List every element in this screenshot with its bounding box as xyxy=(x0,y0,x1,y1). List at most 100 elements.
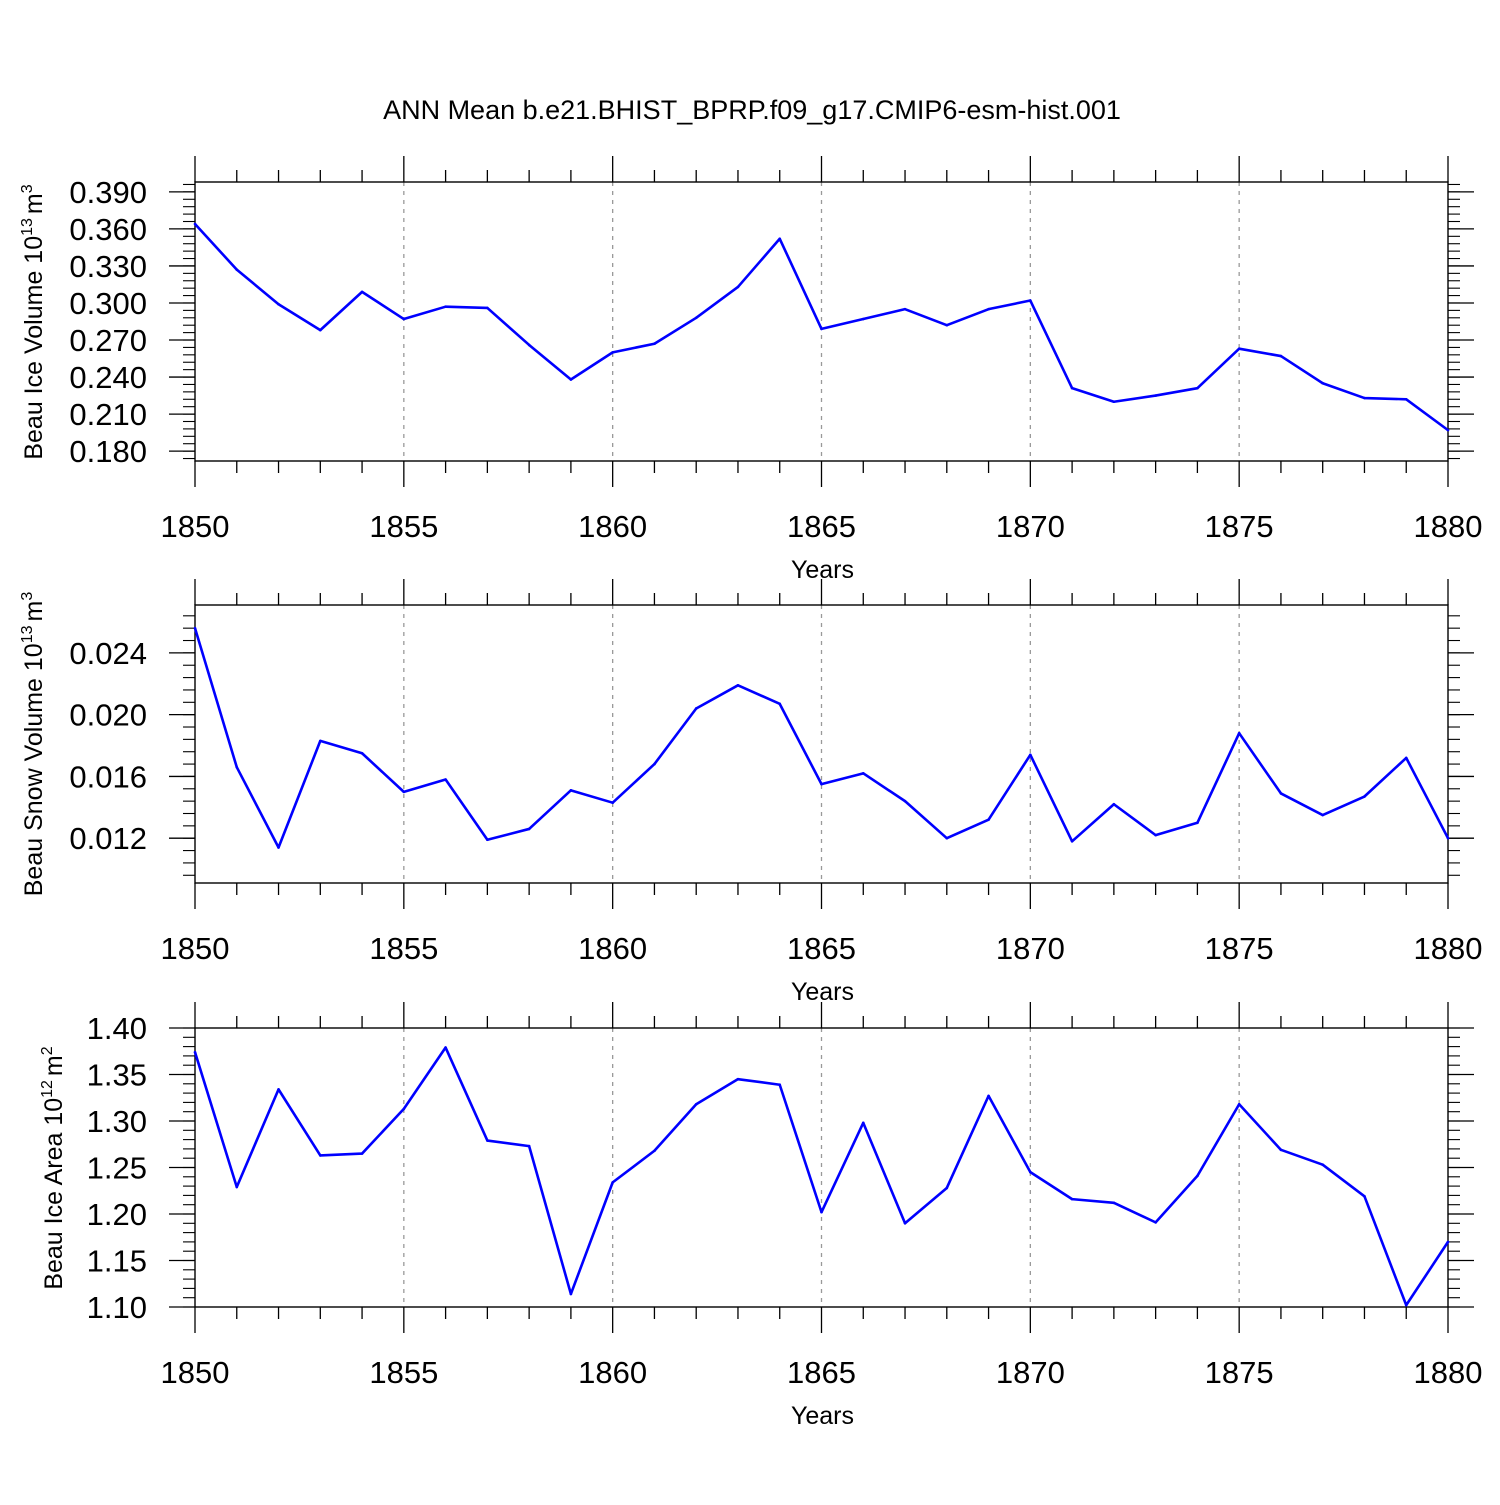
data-point xyxy=(987,307,990,311)
data-point xyxy=(277,302,280,306)
data-point xyxy=(611,1181,614,1184)
y-axis-title-ylabel: Beau Ice Volume 10 xyxy=(20,236,48,460)
x-tick-label: 1850 xyxy=(161,509,230,544)
data-point xyxy=(569,1292,573,1296)
x-tick-label: 1865 xyxy=(787,931,856,966)
y-axis-title-ylabel-unit-exp: 3 xyxy=(19,184,36,193)
y-tick-label: 0.024 xyxy=(69,636,147,671)
data-point xyxy=(1363,1195,1366,1198)
data-point xyxy=(1196,821,1199,825)
x-tick-label: 1850 xyxy=(161,1355,230,1390)
data-point xyxy=(861,1121,865,1125)
data-point xyxy=(569,378,573,381)
data-point xyxy=(861,772,865,775)
data-point xyxy=(653,762,656,766)
x-tick-label: 1870 xyxy=(996,931,1065,966)
x-tick-label: 1875 xyxy=(1205,1355,1274,1390)
data-point xyxy=(778,237,782,241)
y-tick-label: 0.210 xyxy=(69,397,147,432)
data-point xyxy=(444,305,447,308)
data-point xyxy=(1112,802,1116,806)
y-axis-title: Beau Ice Volume 1013 m3 xyxy=(19,184,48,459)
y-tick-label: 1.15 xyxy=(87,1244,147,1279)
data-point xyxy=(1321,813,1324,817)
x-tick-label: 1850 xyxy=(161,931,230,966)
y-axis-title-ylabel-unit: m xyxy=(40,1055,68,1076)
data-point xyxy=(694,316,698,320)
y-axis-title-ylabel-unit: m xyxy=(20,193,48,214)
series-line xyxy=(193,1046,1450,1307)
x-tick-label: 1880 xyxy=(1414,931,1483,966)
data-point xyxy=(360,751,364,755)
data-point xyxy=(1237,1102,1241,1106)
y-axis-title-ylabel-exp: 13 xyxy=(19,218,36,236)
x-tick-label: 1880 xyxy=(1414,1355,1483,1390)
data-point xyxy=(1279,792,1283,795)
data-point xyxy=(402,1107,406,1111)
data-point xyxy=(193,626,197,630)
data-point xyxy=(1029,299,1032,302)
y-tick-label: 0.012 xyxy=(69,821,147,856)
data-point xyxy=(277,846,280,849)
data-point xyxy=(235,765,239,769)
y-axis-title: Beau Snow Volume 1013 m3 xyxy=(19,592,48,897)
data-point xyxy=(1404,1303,1408,1307)
data-point xyxy=(319,739,322,743)
y-tick-label: 0.240 xyxy=(69,360,147,395)
data-point xyxy=(569,789,573,792)
data-point xyxy=(778,702,782,706)
data-point xyxy=(235,1185,239,1189)
y-axis-title-ylabel-unit: m xyxy=(20,601,48,622)
y-tick-label: 0.016 xyxy=(69,759,147,794)
x-axis-title: Years xyxy=(791,556,854,584)
data-point xyxy=(987,818,990,821)
y-axis-title-ylabel-unit-exp: 2 xyxy=(39,1046,56,1055)
data-point xyxy=(444,1046,447,1049)
data-point xyxy=(903,1222,907,1225)
y-tick-label: 0.360 xyxy=(69,212,147,247)
data-point xyxy=(1321,1163,1324,1167)
y-axis-title-ylabel-exp: 13 xyxy=(19,625,36,643)
data-point xyxy=(527,343,531,347)
x-tick-label: 1870 xyxy=(996,509,1065,544)
y-tick-label: 1.40 xyxy=(87,1011,147,1046)
data-point xyxy=(1070,386,1074,390)
data-point xyxy=(1446,1240,1450,1244)
data-point xyxy=(1279,354,1283,358)
x-tick-label: 1880 xyxy=(1414,509,1483,544)
data-point xyxy=(1237,731,1241,735)
data-point xyxy=(778,1083,782,1087)
data-point xyxy=(903,799,907,803)
data-point xyxy=(611,801,614,804)
data-point xyxy=(1363,795,1366,798)
x-axis-title: Years xyxy=(791,978,854,1006)
data-point xyxy=(1070,1197,1074,1201)
y-tick-label: 0.020 xyxy=(69,698,147,733)
data-point xyxy=(611,351,614,354)
x-tick-label: 1860 xyxy=(578,1355,647,1390)
data-point xyxy=(736,684,740,687)
data-point xyxy=(1070,840,1074,843)
y-tick-label: 0.180 xyxy=(69,434,147,469)
data-point xyxy=(486,306,489,310)
x-tick-label: 1865 xyxy=(787,1355,856,1390)
data-point xyxy=(486,838,489,842)
data-point xyxy=(1154,833,1157,837)
data-point xyxy=(820,782,823,786)
x-axis-title: Years xyxy=(791,1402,854,1430)
y-axis-title-ylabel-unit-exp: 3 xyxy=(19,592,36,601)
data-point xyxy=(193,222,197,226)
data-point xyxy=(1404,756,1408,760)
data-point xyxy=(1446,428,1450,432)
data-point xyxy=(1029,753,1032,757)
x-tick-label: 1860 xyxy=(578,931,647,966)
y-tick-label: 1.10 xyxy=(87,1290,147,1325)
data-point xyxy=(527,827,531,831)
y-tick-label: 0.390 xyxy=(69,175,147,210)
data-point xyxy=(736,1077,740,1081)
y-tick-label: 1.35 xyxy=(87,1058,147,1093)
y-tick-label: 1.20 xyxy=(87,1197,147,1232)
data-point xyxy=(1446,836,1450,840)
data-point xyxy=(820,327,823,331)
